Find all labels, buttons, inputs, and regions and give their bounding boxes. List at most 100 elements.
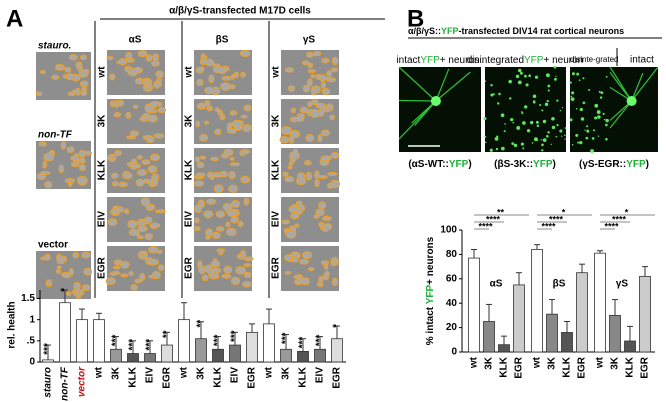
fluorescence-image [485, 67, 566, 152]
debris [508, 79, 512, 84]
cell [325, 103, 334, 112]
cell [58, 164, 65, 174]
cell [78, 149, 86, 159]
debris [512, 121, 515, 124]
x-tick-label: wt [94, 366, 105, 379]
cell [232, 119, 242, 129]
debris [522, 121, 526, 125]
debris [509, 97, 512, 100]
cell [240, 114, 248, 119]
cell [200, 55, 208, 60]
cell [303, 160, 312, 166]
cell [210, 156, 220, 162]
cell [122, 172, 133, 180]
cell [285, 229, 297, 239]
debris [524, 105, 528, 109]
cell [140, 197, 151, 207]
cell [329, 114, 336, 121]
cell [72, 251, 80, 259]
debris [495, 147, 499, 151]
debris [582, 101, 586, 105]
cell [317, 133, 323, 143]
cell [326, 70, 333, 78]
cell [80, 90, 88, 96]
debris [602, 112, 605, 116]
cell [44, 253, 51, 261]
cell [135, 178, 145, 187]
x-tick-label: 3K [111, 366, 122, 380]
bar [246, 331, 258, 363]
title-part: -transfected DIV14 rat cortical neurons [459, 26, 625, 36]
cell [229, 156, 235, 161]
cell [194, 204, 202, 214]
cell [323, 223, 333, 231]
cell [79, 80, 89, 88]
cell [309, 109, 321, 118]
debris [564, 134, 566, 137]
cell [109, 158, 116, 163]
bar [297, 351, 309, 363]
soma [626, 96, 637, 106]
debris [571, 72, 576, 76]
debris [579, 107, 583, 112]
cell [329, 179, 341, 189]
debris [556, 123, 559, 127]
cell [149, 222, 161, 229]
debris [599, 96, 603, 99]
fluorescence-image [610, 67, 658, 152]
x-tick-label: wt [469, 356, 480, 369]
x-tick-label: wt [179, 366, 190, 379]
cell [109, 73, 116, 81]
significance: *** [145, 339, 156, 351]
cell [243, 263, 252, 268]
debris [501, 146, 505, 151]
cell [133, 104, 139, 109]
column-header: αS [129, 35, 142, 46]
cell [55, 268, 62, 275]
cell [153, 133, 165, 139]
cell [143, 85, 149, 91]
cell [60, 272, 72, 277]
debris [532, 94, 537, 99]
significance: **** [549, 214, 564, 224]
cell [76, 175, 88, 185]
cell [213, 184, 224, 193]
bar [127, 353, 139, 363]
cell [126, 57, 135, 63]
label: intactYFP+ neuron [396, 55, 479, 66]
cell [229, 110, 238, 116]
bar [468, 257, 480, 353]
significance: *** [281, 332, 292, 344]
debris [483, 117, 487, 121]
cell [157, 106, 167, 114]
bar [178, 319, 190, 363]
soma [430, 96, 441, 106]
debris [541, 149, 544, 152]
cell [305, 133, 315, 143]
bar [42, 359, 54, 363]
cell [38, 141, 48, 147]
debris [534, 75, 539, 79]
cell [204, 86, 215, 95]
bar [483, 321, 495, 353]
debris [569, 81, 572, 84]
cell [235, 265, 246, 275]
bar [546, 313, 558, 353]
debris [534, 138, 537, 141]
cell [198, 102, 204, 110]
debris [555, 75, 557, 77]
cell [134, 278, 142, 284]
group-label: βS [553, 279, 566, 290]
cell [302, 84, 311, 93]
cell [65, 291, 72, 297]
debris [597, 135, 600, 138]
cell [330, 260, 336, 267]
cell [242, 280, 252, 288]
fluorescence-image [399, 67, 481, 152]
cell [68, 54, 78, 61]
label-part: intact [396, 55, 420, 66]
debris [555, 135, 558, 138]
cell [320, 260, 330, 266]
cell [210, 260, 221, 268]
